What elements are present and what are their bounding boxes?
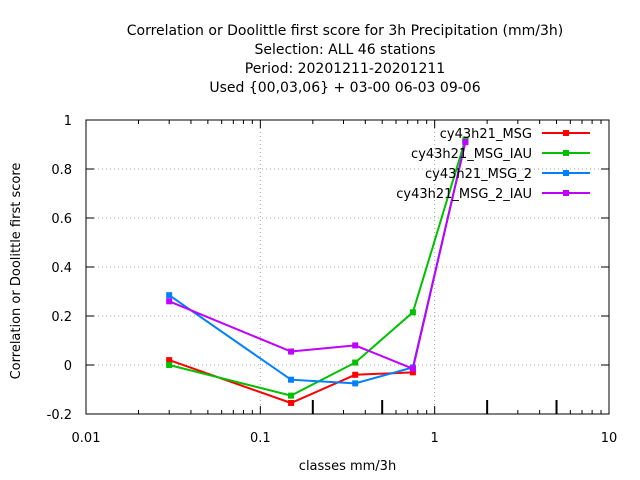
series-line xyxy=(168,359,413,405)
x-tick-label: 1 xyxy=(431,431,439,446)
legend-label: cy43h21_MSG_IAU xyxy=(411,147,532,162)
data-point xyxy=(352,342,359,349)
data-point xyxy=(462,139,469,146)
legend-item: cy43h21_MSG_2_IAU xyxy=(396,187,590,202)
y-tick-label: 0.4 xyxy=(51,261,72,276)
y-tick-label: -0.2 xyxy=(47,408,72,423)
legend-marker xyxy=(563,190,569,196)
axis-ticks: -0.2 0 0.2 0.4 0.6 0.8 1 0.01 0.1 1 10 xyxy=(47,114,618,446)
legend-marker xyxy=(563,150,569,156)
data-point xyxy=(352,380,359,387)
series-line xyxy=(168,139,467,397)
title-line: Period: 20201211-20201211 xyxy=(245,61,445,77)
legend-item: cy43h21_MSG_2 xyxy=(425,167,590,182)
data-point xyxy=(288,399,295,406)
series-4 xyxy=(166,139,469,372)
title-line: Correlation or Doolittle first score for… xyxy=(127,23,564,39)
data-point xyxy=(352,359,359,366)
legend-item: cy43h21_MSG xyxy=(440,127,590,142)
x-axis-label: classes mm/3h xyxy=(299,459,396,474)
y-tick-label: 0.6 xyxy=(51,212,72,227)
series-line xyxy=(168,141,467,371)
data-point xyxy=(288,392,295,399)
legend-marker xyxy=(563,170,569,176)
x-tick-label: 0.1 xyxy=(250,431,271,446)
legend-label: cy43h21_MSG_2 xyxy=(425,167,532,182)
data-point xyxy=(288,376,295,383)
legend: cy43h21_MSG cy43h21_MSG_IAU cy43h21_MSG_2c… xyxy=(396,127,590,202)
legend-label: cy43h21_MSG_2_IAU xyxy=(396,187,532,202)
title-line: Selection: ALL 46 stations xyxy=(254,42,435,58)
data-point xyxy=(166,362,173,368)
series-line xyxy=(168,141,467,385)
series-2 xyxy=(166,136,469,399)
grid xyxy=(86,120,609,414)
x-tick-label: 10 xyxy=(601,431,618,446)
y-tick-label: 0.8 xyxy=(51,163,72,178)
y-tick-label: 0.2 xyxy=(51,310,72,325)
data-point xyxy=(166,298,173,305)
series-lines xyxy=(166,136,469,406)
y-tick-label: 1 xyxy=(64,114,72,129)
data-point xyxy=(409,309,416,316)
data-point xyxy=(288,348,295,355)
title-line: Used {00,03,06} + 03-00 06-03 09-06 xyxy=(209,80,480,96)
y-axis-label: Correlation or Doolittle first score xyxy=(9,163,24,380)
data-point xyxy=(352,371,359,378)
x-tick-label: 0.01 xyxy=(72,431,101,446)
legend-marker xyxy=(563,130,569,136)
legend-label: cy43h21_MSG xyxy=(440,127,532,142)
data-point xyxy=(166,292,173,299)
data-point xyxy=(409,365,416,372)
data-point xyxy=(166,357,173,364)
chart-title: Correlation or Doolittle first score for… xyxy=(127,23,564,96)
y-tick-label: 0 xyxy=(64,359,72,374)
data-point xyxy=(409,369,416,376)
series-1 xyxy=(166,357,416,406)
legend-item: cy43h21_MSG_IAU xyxy=(411,147,590,162)
